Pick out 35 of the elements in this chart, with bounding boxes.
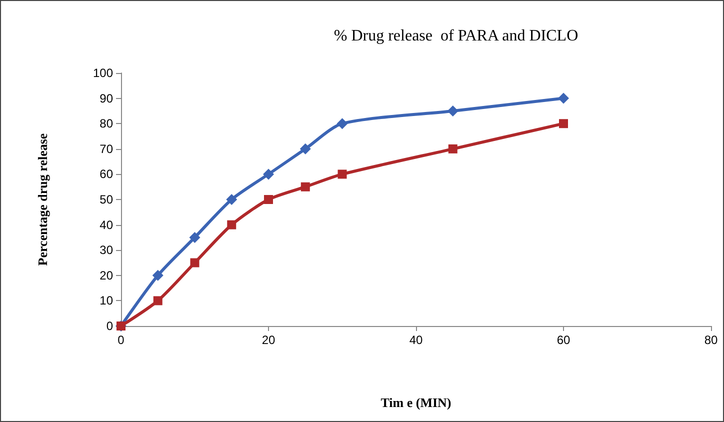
chart-title: % Drug release of PARA and DICLO [334,28,578,44]
y-tick-label: 10 [100,294,114,308]
point [448,144,458,154]
point [263,168,274,180]
y-tick-label: 50 [100,192,114,206]
point [300,182,310,192]
point [152,270,164,281]
y-axis-title: Percentage drug release [35,133,50,266]
y-tick-label: 60 [100,167,114,182]
point [447,105,458,116]
y-tick-label: 20 [100,268,114,282]
point [190,258,200,268]
x-tick-label: 0 [118,333,125,347]
point [153,296,162,306]
point [336,118,348,130]
x-axis-title: Tim e (MIN) [380,395,452,410]
point [226,194,238,205]
x-tick-label: 20 [262,333,276,347]
y-tick-label: 30 [100,243,114,258]
point [227,220,236,230]
x-tick-label: 60 [556,333,570,347]
y-tick-label: 100 [92,66,114,80]
point [300,143,311,154]
y-tick-label: 0 [106,319,114,333]
y-tick-label: 90 [100,91,114,106]
point [559,119,568,128]
point [189,232,200,243]
y-tick-label: 80 [100,116,114,131]
x-tick-label: 80 [704,333,718,347]
y-tick-label: 70 [100,142,114,156]
point [264,195,273,204]
point [338,170,347,179]
y-tick-label: 40 [100,218,114,232]
point [558,92,569,104]
x-tick-label: 40 [409,333,423,347]
